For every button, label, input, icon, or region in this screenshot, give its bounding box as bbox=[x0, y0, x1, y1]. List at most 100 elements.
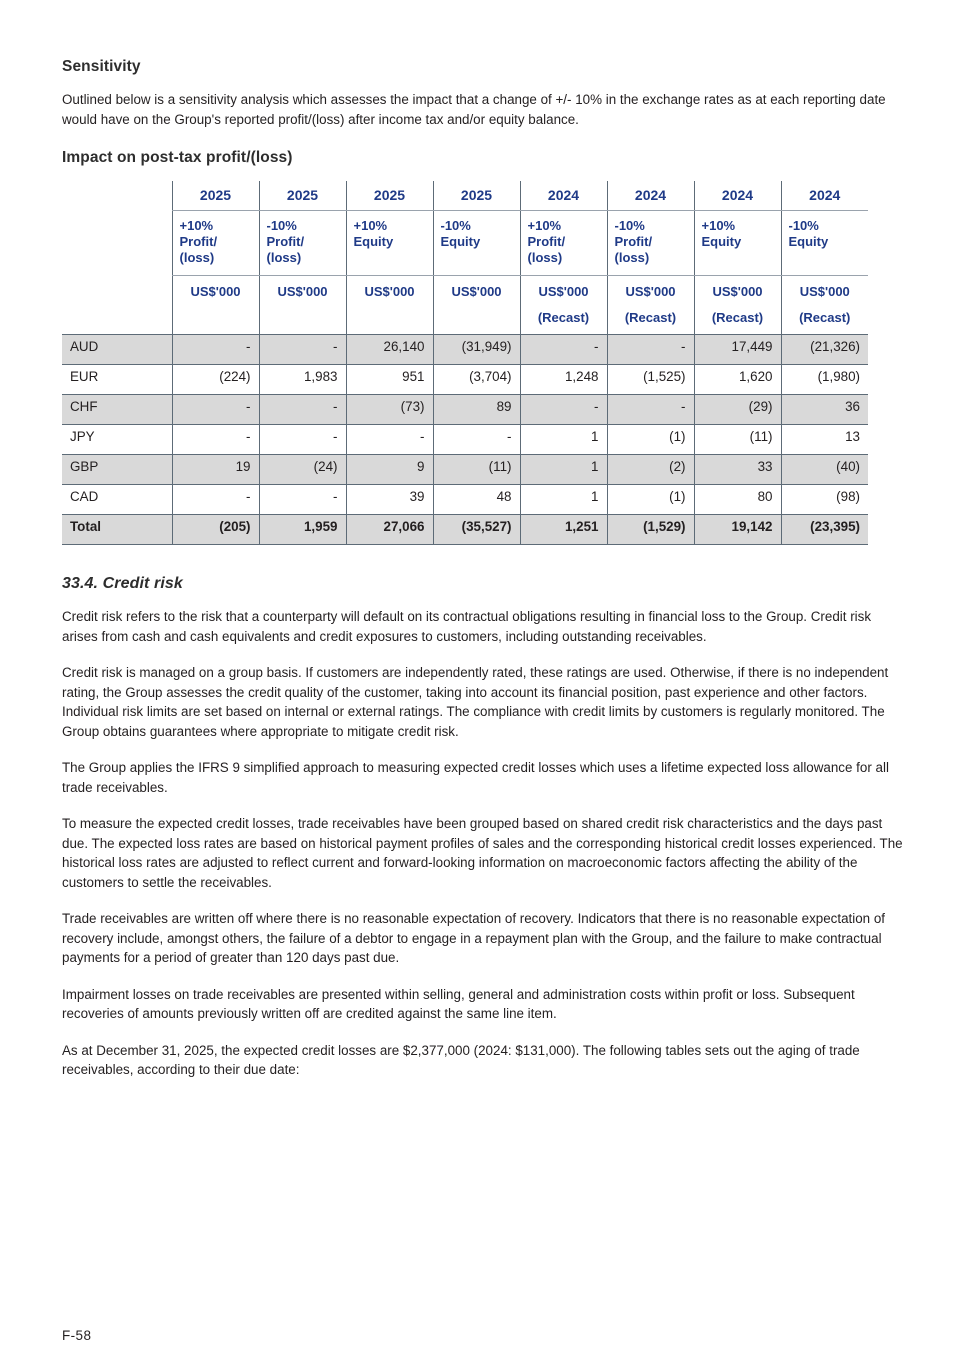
unit-label-7: US$'000 bbox=[712, 284, 763, 299]
row-cell: 951 bbox=[345, 364, 433, 395]
impact-table-heading: Impact on post-tax profit/(loss) bbox=[62, 149, 293, 166]
total-cell: 1,251 bbox=[519, 514, 607, 545]
row-cell: 33 bbox=[693, 454, 781, 485]
total-cell: 27,066 bbox=[345, 514, 433, 545]
row-cell: - bbox=[171, 424, 259, 455]
row-cell: - bbox=[258, 334, 346, 365]
row-cell: (3,704) bbox=[432, 364, 520, 395]
header-unit-7: US$'000 (Recast) bbox=[693, 275, 781, 335]
row-cell: (11) bbox=[432, 454, 520, 485]
row-cell: - bbox=[519, 334, 607, 365]
header-scenario-2: -10% Profit/(loss) bbox=[258, 210, 346, 276]
row-cell: 1,983 bbox=[258, 364, 346, 395]
header-scenario-8: -10% Equity bbox=[780, 210, 868, 276]
header-unit-8: US$'000 (Recast) bbox=[780, 275, 868, 335]
row-cell: 1,248 bbox=[519, 364, 607, 395]
total-cell: (1,529) bbox=[606, 514, 694, 545]
header-scenario-4: -10% Equity bbox=[432, 210, 520, 276]
unit-label-1: US$'000 bbox=[190, 284, 241, 299]
unit-label-2: US$'000 bbox=[277, 284, 328, 299]
sensitivity-table: 2025 2025 2025 2025 2024 2024 2024 2024 … bbox=[62, 181, 868, 545]
row-cell: (1) bbox=[606, 424, 694, 455]
header-year-1: 2025 bbox=[171, 181, 259, 211]
sensitivity-table-head: 2025 2025 2025 2025 2024 2024 2024 2024 … bbox=[62, 181, 868, 335]
row-cell: 1 bbox=[519, 454, 607, 485]
row-cell: 17,449 bbox=[693, 334, 781, 365]
header-row-unit: US$'000 US$'000 US$'000 US$'000 US$'000 (… bbox=[62, 275, 868, 335]
header-unit-6: US$'000 (Recast) bbox=[606, 275, 694, 335]
row-cell: - bbox=[258, 424, 346, 455]
row-cell: - bbox=[258, 394, 346, 425]
row-cell: (224) bbox=[171, 364, 259, 395]
unit-label-4: US$'000 bbox=[451, 284, 502, 299]
row-cell: - bbox=[171, 394, 259, 425]
row-cell: (2) bbox=[606, 454, 694, 485]
header-year-5: 2024 bbox=[519, 181, 607, 211]
row-cell: (31,949) bbox=[432, 334, 520, 365]
row-cell: - bbox=[519, 394, 607, 425]
row-label: CAD bbox=[62, 484, 172, 515]
header-scenario-3: +10% Equity bbox=[345, 210, 433, 276]
credit-risk-paragraph-7: As at December 31, 2025, the expected cr… bbox=[62, 1042, 860, 1078]
row-cell: 1,620 bbox=[693, 364, 781, 395]
row-label: CHF bbox=[62, 394, 172, 425]
header-year-6: 2024 bbox=[606, 181, 694, 211]
row-label: EUR bbox=[62, 364, 172, 395]
row-cell: - bbox=[171, 484, 259, 515]
table-row: AUD - - 26,140 (31,949) - - 17,449 (21,3… bbox=[62, 334, 868, 365]
recast-label-5: (Recast) bbox=[537, 310, 590, 325]
row-cell: - bbox=[171, 334, 259, 365]
header-scenario-5: +10% Profit/(loss) bbox=[519, 210, 607, 276]
header-year-3: 2025 bbox=[345, 181, 433, 211]
row-cell: 26,140 bbox=[345, 334, 433, 365]
recast-label-7: (Recast) bbox=[711, 310, 764, 325]
total-label: Total bbox=[62, 514, 172, 545]
table-row: JPY - - - - 1 (1) (11) 13 bbox=[62, 424, 868, 455]
row-label: AUD bbox=[62, 334, 172, 365]
row-cell: (1,980) bbox=[780, 364, 868, 395]
header-corner-cell bbox=[62, 181, 172, 211]
credit-risk-paragraph-6: Impairment losses on trade receivables a… bbox=[62, 986, 855, 1022]
row-cell: 1 bbox=[519, 424, 607, 455]
row-label: GBP bbox=[62, 454, 172, 485]
total-cell: (35,527) bbox=[432, 514, 520, 545]
row-cell: 13 bbox=[780, 424, 868, 455]
row-cell: - bbox=[432, 424, 520, 455]
row-cell: (11) bbox=[693, 424, 781, 455]
header-scenario-corner bbox=[62, 211, 172, 276]
row-label: JPY bbox=[62, 424, 172, 455]
row-cell: 1 bbox=[519, 484, 607, 515]
table-row: CHF - - (73) 89 - - (29) 36 bbox=[62, 394, 868, 425]
header-row-year: 2025 2025 2025 2025 2024 2024 2024 2024 bbox=[62, 181, 868, 211]
credit-risk-paragraph-5: Trade receivables are written off where … bbox=[62, 911, 885, 965]
header-scenario-7: +10% Equity bbox=[693, 210, 781, 276]
row-cell: - bbox=[606, 334, 694, 365]
recast-label-8: (Recast) bbox=[799, 310, 851, 325]
row-cell: 19 bbox=[171, 454, 259, 485]
credit-risk-paragraph-4: To measure the expected credit losses, t… bbox=[62, 816, 903, 890]
header-unit-2: US$'000 bbox=[258, 275, 346, 335]
header-scenario-1: +10% Profit/(loss) bbox=[171, 210, 259, 276]
row-cell: - bbox=[345, 424, 433, 455]
row-cell: (40) bbox=[780, 454, 868, 485]
header-scenario-6: -10% Profit/(loss) bbox=[606, 210, 694, 276]
total-cell: (23,395) bbox=[780, 514, 868, 545]
header-unit-corner bbox=[62, 276, 172, 335]
row-cell: (73) bbox=[345, 394, 433, 425]
row-cell: - bbox=[258, 484, 346, 515]
table-row: CAD - - 39 48 1 (1) 80 (98) bbox=[62, 484, 868, 515]
row-cell: 48 bbox=[432, 484, 520, 515]
row-cell: (1) bbox=[606, 484, 694, 515]
table-row: EUR (224) 1,983 951 (3,704) 1,248 (1,525… bbox=[62, 364, 868, 395]
header-unit-4: US$'000 bbox=[432, 275, 520, 335]
unit-label-5: US$'000 bbox=[538, 284, 589, 299]
row-cell: (24) bbox=[258, 454, 346, 485]
row-cell: (1,525) bbox=[606, 364, 694, 395]
total-cell: 1,959 bbox=[258, 514, 346, 545]
header-year-4: 2025 bbox=[432, 181, 520, 211]
recast-label-6: (Recast) bbox=[624, 310, 677, 325]
row-cell: 80 bbox=[693, 484, 781, 515]
row-cell: 39 bbox=[345, 484, 433, 515]
total-cell: (205) bbox=[171, 514, 259, 545]
unit-label-6: US$'000 bbox=[625, 284, 676, 299]
